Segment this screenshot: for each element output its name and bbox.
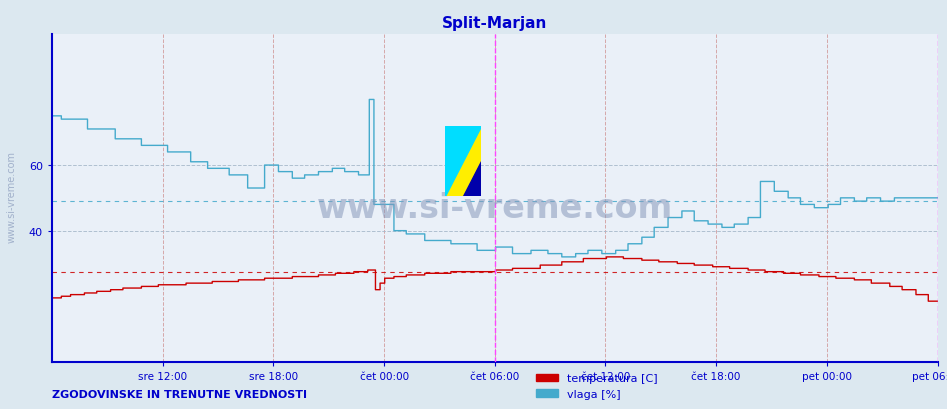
Legend: temperatura [C], vlaga [%]: temperatura [C], vlaga [%] xyxy=(531,369,662,403)
Title: Split-Marjan: Split-Marjan xyxy=(442,16,547,31)
Text: www.si-vreme.com: www.si-vreme.com xyxy=(316,192,673,225)
Polygon shape xyxy=(445,127,481,196)
Polygon shape xyxy=(445,127,481,196)
Polygon shape xyxy=(463,162,481,196)
Text: www.si-vreme.com: www.si-vreme.com xyxy=(7,151,16,242)
Text: ZGODOVINSKE IN TRENUTNE VREDNOSTI: ZGODOVINSKE IN TRENUTNE VREDNOSTI xyxy=(52,389,307,399)
